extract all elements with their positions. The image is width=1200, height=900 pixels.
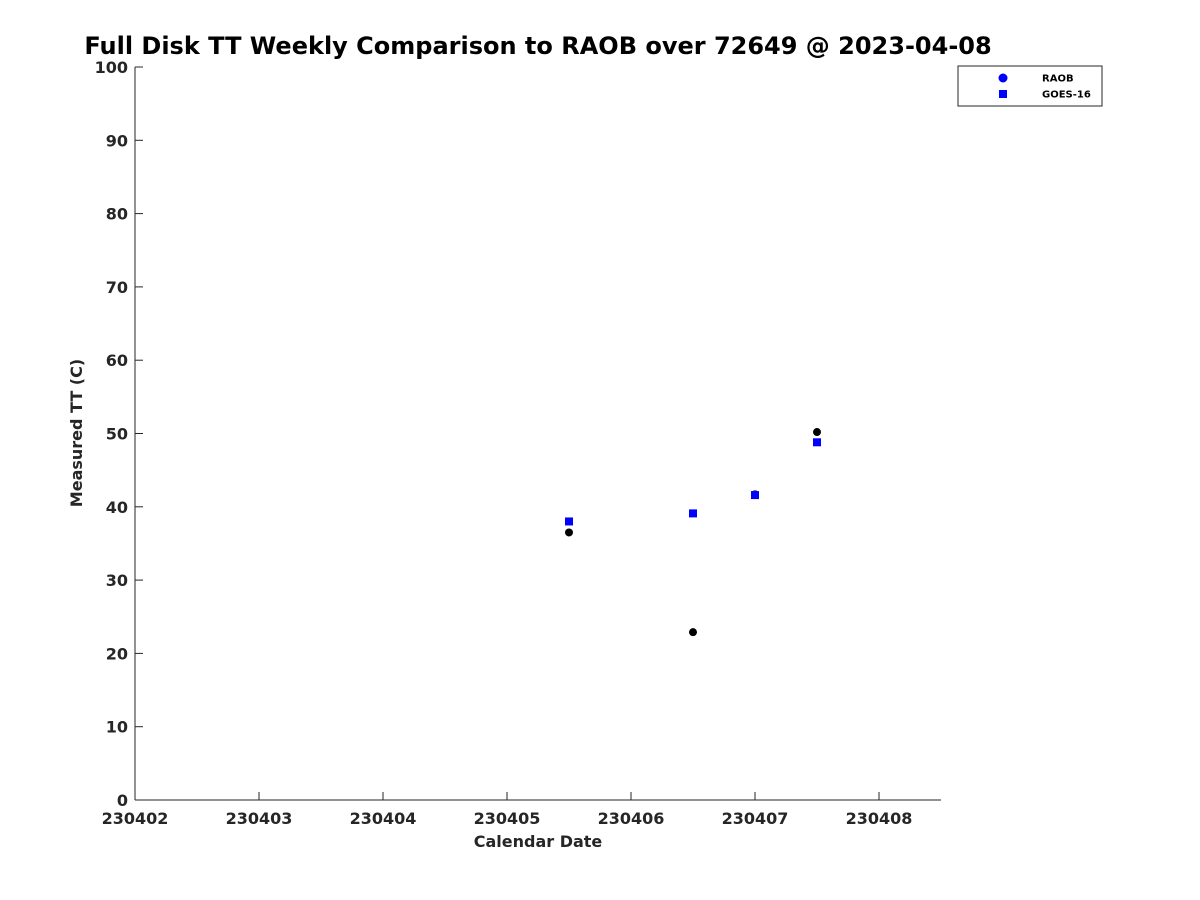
point-goes-16 bbox=[751, 491, 759, 500]
point-raob bbox=[813, 428, 821, 437]
point-goes-16 bbox=[565, 517, 573, 526]
point-goes-16 bbox=[813, 438, 821, 447]
y-tick-label: 30 bbox=[106, 571, 128, 590]
legend-raob-label: RAOB bbox=[1042, 74, 1074, 85]
y-tick-label: 10 bbox=[106, 718, 128, 737]
x-tick-label: 230404 bbox=[350, 809, 417, 828]
y-tick-label: 50 bbox=[106, 425, 128, 444]
x-axis-label: Calendar Date bbox=[474, 832, 603, 851]
x-tick-label: 230406 bbox=[598, 809, 665, 828]
x-ticks: 230402 230403 230404 230405 230406 230407 2304… bbox=[102, 792, 913, 828]
y-tick-label: 0 bbox=[117, 791, 128, 810]
legend-goes-marker bbox=[999, 90, 1007, 98]
point-goes-16 bbox=[689, 509, 697, 518]
legend-raob-marker bbox=[998, 73, 1008, 83]
x-tick-label: 230402 bbox=[102, 809, 169, 828]
legend-box bbox=[957, 65, 1103, 107]
point-raob bbox=[565, 528, 573, 537]
y-ticks: 0 10 20 30 40 50 60 70 80 90 100 bbox=[95, 58, 143, 810]
x-tick-label: 230407 bbox=[722, 809, 789, 828]
x-tick-label: 230408 bbox=[846, 809, 913, 828]
y-tick-label: 100 bbox=[95, 58, 128, 77]
y-tick-label: 90 bbox=[106, 131, 128, 150]
y-tick-label: 60 bbox=[106, 351, 128, 370]
x-tick-label: 230405 bbox=[474, 809, 541, 828]
y-tick-label: 20 bbox=[106, 644, 128, 663]
y-tick-label: 80 bbox=[106, 205, 128, 224]
data-points bbox=[565, 428, 821, 637]
chart-title: Full Disk TT Weekly Comparison to RAOB o… bbox=[84, 32, 991, 60]
legend: RAOB GOES-16 bbox=[957, 65, 1103, 107]
y-tick-label: 70 bbox=[106, 278, 128, 297]
legend-goes-label: GOES-16 bbox=[1042, 90, 1091, 101]
y-tick-label: 40 bbox=[106, 498, 128, 517]
x-tick-label: 230403 bbox=[226, 809, 293, 828]
y-axis-label: Measured TT (C) bbox=[67, 359, 86, 507]
point-raob bbox=[689, 628, 697, 637]
